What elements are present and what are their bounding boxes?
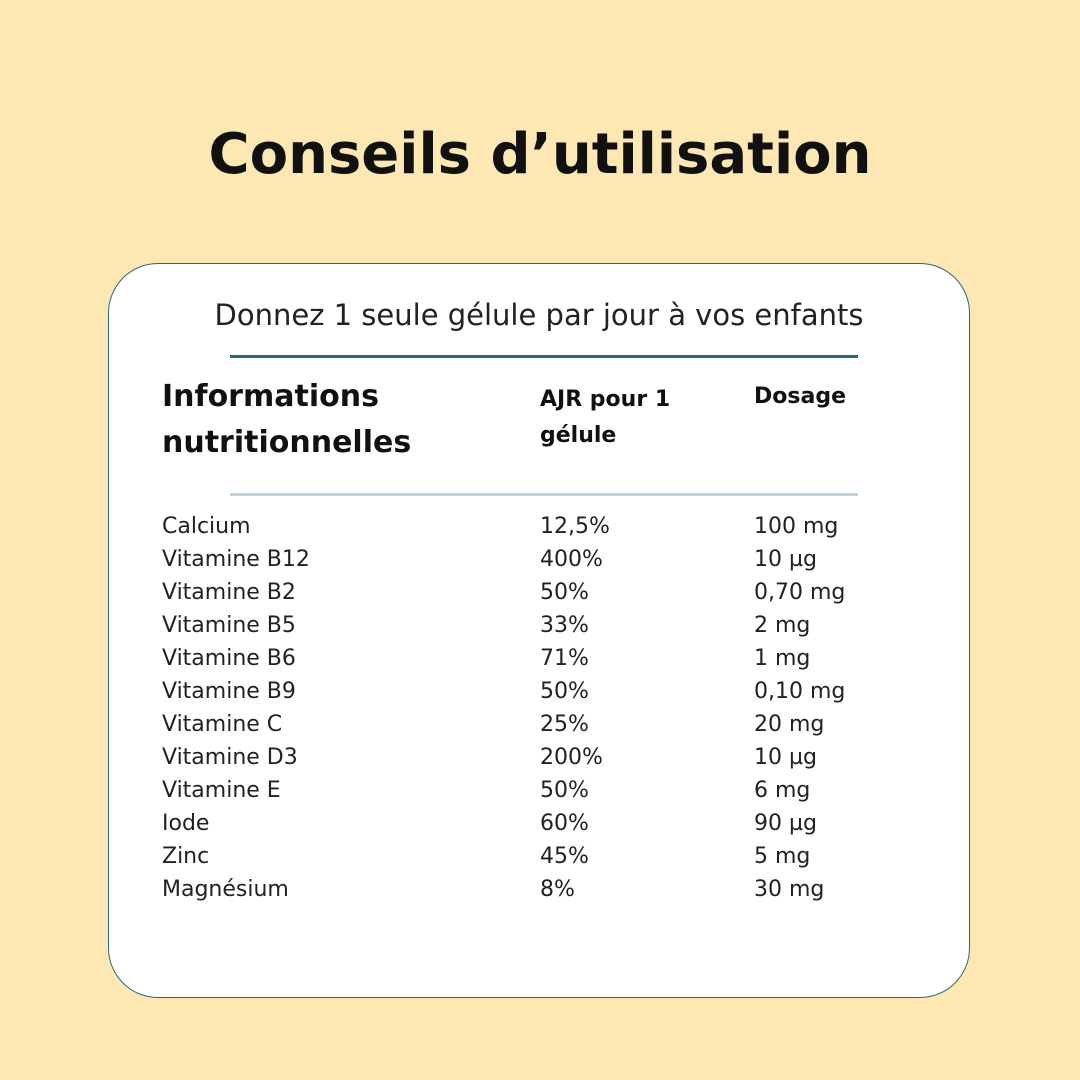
table-row: Calcium 12,5% 100 mg [162, 514, 882, 547]
table-cell: Vitamine B6 [162, 646, 296, 671]
table-cell: 71% [540, 646, 589, 671]
table-row: Vitamine C 25% 20 mg [162, 712, 882, 745]
table-cell: 1 mg [754, 646, 811, 671]
table-cell: 5 mg [754, 844, 811, 869]
table-cell: 25% [540, 712, 589, 737]
divider [230, 355, 858, 358]
table-cell: Vitamine B12 [162, 547, 310, 572]
table-cell: 10 µg [754, 547, 817, 572]
table-cell: Vitamine E [162, 778, 281, 803]
table-row: Vitamine B6 71% 1 mg [162, 646, 882, 679]
table-cell: 10 µg [754, 745, 817, 770]
table-cell: 33% [540, 613, 589, 638]
table-cell: 200% [540, 745, 603, 770]
subtitle: Donnez 1 seule gélule par jour à vos enf… [214, 298, 864, 332]
column-header: Informations nutritionnelles [162, 379, 412, 460]
table-row: Vitamine B2 50% 0,70 mg [162, 580, 882, 613]
table-row: Magnésium 8% 30 mg [162, 877, 882, 910]
table-cell: 30 mg [754, 877, 825, 902]
table-cell: 60% [540, 811, 589, 836]
table-cell: 20 mg [754, 712, 825, 737]
table-cell: Magnésium [162, 877, 289, 902]
card: Donnez 1 seule gélule par jour à vos enf… [108, 263, 970, 998]
table-cell: 90 µg [754, 811, 817, 836]
table-cell: 0,70 mg [754, 580, 846, 605]
table-row: Vitamine B9 50% 0,10 mg [162, 679, 882, 712]
table-cell: 12,5% [540, 514, 610, 539]
table-cell: 50% [540, 580, 589, 605]
table-row: Iode 60% 90 µg [162, 811, 882, 844]
table-cell: Zinc [162, 844, 210, 869]
table-cell: 400% [540, 547, 603, 572]
table-cell: 45% [540, 844, 589, 869]
table-row: Vitamine D3 200% 10 µg [162, 745, 882, 778]
table-cell: Calcium [162, 514, 251, 539]
table-cell: 100 mg [754, 514, 839, 539]
table-cell: 2 mg [754, 613, 811, 638]
table-cell: Vitamine B2 [162, 580, 296, 605]
table-cell: Vitamine B9 [162, 679, 296, 704]
table-cell: 50% [540, 679, 589, 704]
table-cell: 0,10 mg [754, 679, 846, 704]
table-row: Zinc 45% 5 mg [162, 844, 882, 877]
table-cell: Vitamine B5 [162, 613, 296, 638]
table-cell: Iode [162, 811, 210, 836]
table-cell: Vitamine C [162, 712, 283, 737]
table-cell: 50% [540, 778, 589, 803]
table-cell: Vitamine D3 [162, 745, 298, 770]
column-header: Dosage [754, 384, 846, 409]
table-body: Calcium 12,5% 100 mg Vitamine B12 400% 10 µg V… [162, 514, 882, 910]
divider [230, 493, 858, 496]
title: Conseils d’utilisation [208, 122, 872, 187]
column-header: AJR pour 1 gélule [540, 387, 671, 448]
table-row: Vitamine E 50% 6 mg [162, 778, 882, 811]
table-cell: 8% [540, 877, 575, 902]
table-row: Vitamine B5 33% 2 mg [162, 613, 882, 646]
table-cell: 6 mg [754, 778, 811, 803]
table-row: Vitamine B12 400% 10 µg [162, 547, 882, 580]
